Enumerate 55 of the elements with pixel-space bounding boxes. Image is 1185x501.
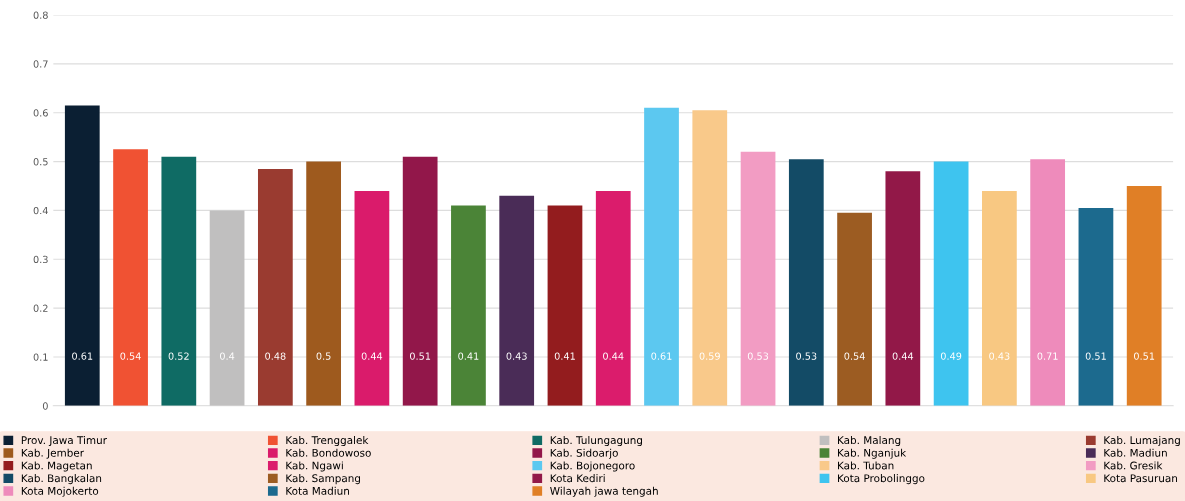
- text: 0.49: [940, 352, 962, 360]
- text: 0.61: [651, 352, 672, 360]
- legend-label: Wilayah jawa tengah: [550, 486, 658, 497]
- text: 0.44: [361, 352, 383, 360]
- legend-label: Kab. Tulungagung: [550, 436, 642, 447]
- legend-label: Kab. Jember: [21, 448, 85, 459]
- text: 0.54: [844, 352, 865, 360]
- legend-label: Kab. Gresik: [1104, 461, 1163, 470]
- text: 0.44: [892, 352, 914, 360]
- legend-label: Kota Pasuruan: [1104, 474, 1177, 483]
- text: 0.61: [72, 352, 93, 360]
- legend-label: Kab. Sidoarjo: [550, 448, 618, 459]
- text: 0.41: [554, 352, 575, 360]
- y-tick-label: 0.4: [33, 206, 48, 215]
- text: 0.51: [1085, 352, 1106, 360]
- legend-label: Kab. Sampang: [286, 474, 360, 485]
- text: 0.53: [796, 352, 817, 360]
- y-tick-label: 0.3: [33, 255, 48, 264]
- legend-label: Kab. Trenggalek: [286, 436, 369, 447]
- y-tick-label: 0.5: [33, 158, 48, 166]
- text: 0.4: [220, 352, 235, 360]
- text: 0.5: [316, 352, 331, 360]
- legend-label: Kab. Madiun: [1104, 448, 1167, 457]
- text: 0.44: [603, 352, 624, 360]
- text: 0.51: [1134, 352, 1155, 360]
- y-tick-label: 0.8: [33, 11, 48, 19]
- legend-label: Kab. Magetan: [21, 461, 92, 472]
- legend-label: Kota Mojokerto: [21, 486, 99, 497]
- legend-label: Kab. Malang: [838, 436, 901, 447]
- legend-label: Kab. Bangkalan: [21, 474, 102, 485]
- text: 0.71: [1037, 352, 1058, 360]
- legend-label: Kab. Bojonegoro: [550, 461, 635, 472]
- text: 0.48: [265, 352, 286, 360]
- text: 0.52: [168, 352, 189, 360]
- text: 0.43: [506, 352, 527, 360]
- y-tick-label: 0: [42, 402, 48, 410]
- legend-label: Kab. Tuban: [838, 461, 894, 470]
- y-tick-label: 0.6: [33, 109, 48, 117]
- legend-label: Kab. Bondowoso: [286, 448, 371, 457]
- legend-label: Kota Probolinggo: [838, 474, 925, 485]
- y-tick-label: 0.7: [33, 60, 48, 68]
- y-tick-label: 0.1: [33, 353, 48, 361]
- y-tick-label: 0.2: [33, 304, 48, 312]
- text: 0.41: [458, 352, 479, 360]
- text: 0.43: [989, 352, 1010, 360]
- text: 0.51: [409, 352, 431, 360]
- text: 0.54: [120, 352, 141, 360]
- legend-label: Kab. Nganjuk: [838, 448, 907, 459]
- legend-label: Kota Kediri: [550, 474, 605, 483]
- text: 0.53: [747, 352, 769, 360]
- legend-label: Prov. Jawa Timur: [21, 436, 107, 447]
- text: 0.59: [699, 352, 720, 360]
- legend-label: Kota Madiun: [286, 486, 349, 495]
- legend-label: Kab. Lumajang: [1104, 436, 1180, 447]
- legend-label: Kab. Ngawi: [286, 461, 343, 472]
